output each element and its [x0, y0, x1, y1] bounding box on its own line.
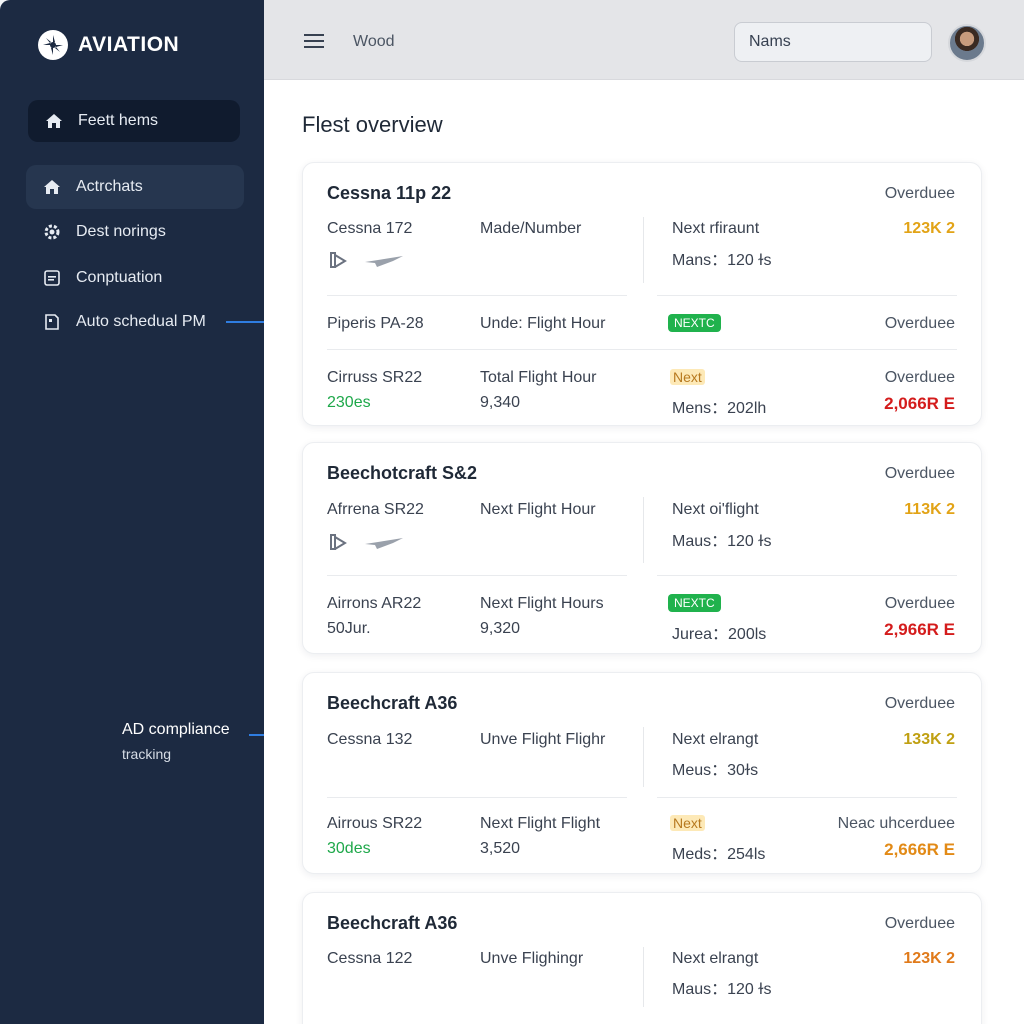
page-title: Flest overview	[302, 112, 443, 137]
avatar[interactable]	[948, 24, 986, 62]
status-label: Overduee	[884, 695, 955, 712]
card-title: Beechotcraft S&2	[327, 463, 478, 483]
aircraft-model: Piperis PA-28	[327, 315, 424, 332]
aircraft-card[interactable]: Cessna 11p 22 Overduee Cessna 172 Made/N…	[302, 162, 982, 426]
status-label: Overduee	[884, 315, 955, 332]
aircraft-sub: 30des	[327, 840, 371, 857]
document-icon	[42, 312, 62, 332]
status-label: Overduee	[884, 465, 955, 482]
note-title: AD compliance	[122, 721, 230, 738]
next-label: Next oi'flight	[672, 501, 759, 518]
aircraft-icons	[329, 251, 405, 274]
hours-value: 2,066R E	[884, 394, 955, 413]
sidebar-item-label: Feett hems	[78, 112, 159, 129]
card-title: Beechcraft A36	[327, 693, 458, 713]
status-label: Overduee	[884, 369, 955, 386]
list-icon	[42, 268, 62, 288]
home-icon	[42, 177, 62, 197]
aircraft-model: Cessna 172	[327, 220, 413, 237]
status-badge: NEXTC	[668, 314, 721, 332]
aircraft-model: Cirruss SR22	[327, 369, 423, 386]
sidebar-item-aircraft[interactable]: Actrchats	[26, 165, 244, 209]
aircraft-card[interactable]: Beechcraft A36 Overduee Cessna 122 Unve …	[302, 892, 982, 1024]
aircraft-model: Cessna 122	[327, 950, 413, 967]
card-title: Beechcraft A36	[327, 913, 458, 933]
next-badge: Next	[670, 815, 705, 831]
card-title: Cessna 11p 22	[327, 183, 452, 203]
hours-value: 133K 2	[903, 731, 955, 748]
column-label: Next Flight Flight	[480, 815, 601, 832]
status-label: Overduee	[884, 185, 955, 202]
aircraft-model: Airrous SR22	[327, 815, 423, 832]
aviation-logo-icon	[38, 30, 68, 60]
remaining-hours: Mans：120 ɫs	[672, 252, 772, 269]
aircraft-model: Cessna 132	[327, 731, 413, 748]
note-subtitle: tracking	[122, 746, 172, 762]
remaining-hours: Meds：254ls	[672, 846, 766, 863]
sidebar-item-label: Dest norings	[76, 223, 166, 240]
tail-icon	[329, 533, 349, 556]
brand[interactable]: AVIATION	[38, 30, 179, 60]
main-content: Flest overview Cessna 11p 22 Overduee Ce…	[264, 80, 1024, 1024]
aircraft-card[interactable]: Beechotcraft S&2 Overduee Afrrena SR22 N…	[302, 442, 982, 654]
column-label: Made/Number	[480, 220, 582, 237]
sidebar-item-settings[interactable]: Dest norings	[26, 210, 244, 254]
plane-icon	[363, 534, 405, 555]
sidebar-item-label: Actrchats	[76, 178, 143, 195]
remaining-hours: Jurea：200ls	[672, 626, 767, 643]
home-icon	[44, 111, 64, 131]
column-label: Next Flight Hour	[480, 501, 596, 518]
hours-value: 2,666R E	[884, 840, 955, 859]
aircraft-sub: 230es	[327, 394, 371, 411]
column-label: Total Flight Hour	[480, 369, 597, 386]
flight-hours: 3,520	[480, 840, 521, 857]
ad-compliance-note: AD compliance tracking	[122, 718, 230, 766]
search-input[interactable]	[749, 33, 956, 51]
sidebar-item-computation[interactable]: Conptuation	[26, 256, 244, 300]
hours-value: 2,966R E	[884, 620, 955, 639]
sidebar-item-label: Auto schedual PM	[76, 313, 206, 330]
status-label: Overduee	[884, 595, 955, 612]
column-label: Unve Flight Flighr	[480, 731, 606, 748]
column-label: Unde: Flight Hour	[480, 315, 606, 332]
flight-hours: 9,320	[480, 620, 521, 637]
top-bar: Wood	[264, 0, 1024, 80]
menu-icon[interactable]	[304, 33, 324, 49]
sidebar-item-auto-schedule[interactable]: Auto schedual PM	[26, 300, 244, 344]
column-label: Unve Flighingr	[480, 950, 584, 967]
status-badge: NEXTC	[668, 594, 721, 612]
brand-name: AVIATION	[78, 33, 180, 56]
sidebar-item-fleet-items[interactable]: Feett hems	[28, 100, 240, 142]
remaining-hours: Maus：120 ɫs	[672, 533, 772, 550]
aircraft-model: Afrrena SR22	[327, 501, 424, 518]
column-label: Next Flight Hours	[480, 595, 604, 612]
flight-hours: 9,340	[480, 394, 521, 411]
top-title: Wood	[353, 33, 395, 50]
next-badge: Next	[670, 369, 705, 385]
next-label: Next elrangt	[672, 731, 759, 748]
plane-icon	[363, 252, 405, 273]
aircraft-model: Airrons AR22	[327, 595, 422, 612]
aircraft-sub: 50Jur.	[327, 620, 371, 637]
search-box[interactable]	[734, 22, 972, 62]
status-label: Overduee	[884, 915, 955, 932]
status-label: Neac uhcerduee	[837, 815, 955, 832]
remaining-hours: Mens：202lh	[672, 400, 767, 417]
aircraft-card[interactable]: Beechcraft A36 Overduee Cessna 132 Unve …	[302, 672, 982, 874]
next-label: Next rfiraunt	[672, 220, 760, 237]
gear-icon	[42, 222, 62, 242]
sidebar-item-label: Conptuation	[76, 269, 163, 286]
aircraft-icons	[329, 533, 405, 556]
remaining-hours: Meus：30ɫs	[672, 762, 759, 779]
remaining-hours: Maus：120 ɫs	[672, 981, 772, 998]
hours-value: 113K 2	[904, 501, 955, 518]
hours-value: 123K 2	[903, 950, 955, 967]
hours-value: 123K 2	[903, 220, 955, 237]
sidebar: AVIATION Feett hems Actrchats Dest norin…	[0, 0, 264, 1024]
next-label: Next elrangt	[672, 950, 759, 967]
tail-icon	[329, 251, 349, 274]
